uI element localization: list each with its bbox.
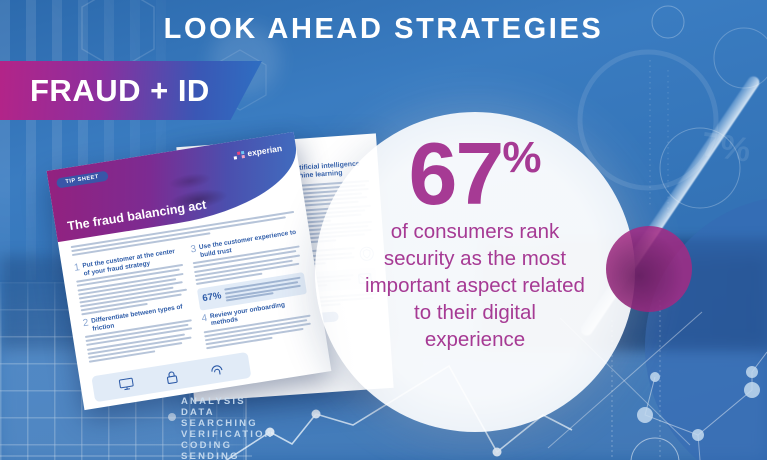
- section-number: 3: [189, 243, 198, 256]
- magenta-accent-circle: [606, 226, 692, 312]
- stat-description-line: of consumers rank: [390, 219, 560, 243]
- experian-wordmark: experian: [246, 143, 283, 159]
- ring-outline: [659, 127, 741, 209]
- keyword-item: ANALYSIS: [181, 396, 246, 407]
- keyword-item: SEARCHING: [181, 418, 258, 429]
- tip-sheet-tag: TIP SHEET: [55, 170, 109, 189]
- chart-point: [265, 427, 275, 437]
- page-title: LOOK AHEAD STRATEGIES: [163, 13, 604, 45]
- keyword-item: CODING: [181, 440, 233, 451]
- ghost-percent-text: 7%: [699, 125, 753, 169]
- chart-point: [492, 447, 502, 457]
- stat-description-line: security as the most: [383, 246, 567, 270]
- section-number: 1: [73, 262, 81, 275]
- stat-description-line: important aspect related: [365, 273, 585, 297]
- stat-value-row: 67 %: [408, 124, 542, 223]
- fraud-id-label: FRAUD + ID: [30, 73, 210, 108]
- ring-outline: [713, 27, 767, 89]
- whitepaper-icon-strip: [91, 351, 252, 403]
- monitor-icon: [119, 377, 134, 391]
- stat-description-line: experience: [424, 327, 526, 351]
- stat-description-line: to their digital: [414, 300, 536, 324]
- ring-outline: [651, 5, 685, 39]
- network-line: [547, 311, 703, 449]
- network-node: [692, 429, 704, 441]
- whitepaper-page-front: TIP SHEET experian The fraud balancing a…: [46, 131, 332, 411]
- stat-value: 67: [408, 124, 504, 223]
- fraud-id-tag: FRAUD + ID: [0, 61, 262, 120]
- node-dot: [168, 413, 176, 421]
- section-number: 2: [82, 317, 90, 330]
- network-node: [650, 372, 660, 382]
- chart-point: [311, 409, 321, 419]
- keyword-item: SENDING: [181, 451, 240, 460]
- stat-percent-sign: %: [502, 133, 542, 182]
- network-node: [746, 366, 758, 378]
- keyword-item: VERIFICATION: [181, 429, 274, 440]
- keyword-item: DATA: [181, 407, 215, 418]
- network-ring: [630, 437, 680, 460]
- network-node: [637, 407, 653, 423]
- lock-icon: [166, 371, 178, 384]
- keywords-list: ANALYSIS DATA SEARCHING VERIFICATION COD…: [181, 396, 274, 460]
- whitepaper-body: 1 Put the customer at the center of your…: [70, 209, 318, 403]
- stat-callout-value: 67%: [201, 290, 223, 305]
- line-chart: [225, 364, 573, 460]
- experian-logo: experian: [233, 143, 283, 161]
- section-number: 4: [200, 312, 209, 325]
- biometric-signal-icon: [211, 365, 223, 375]
- network-node: [744, 382, 760, 398]
- stat-description: of consumers rank security as the most i…: [365, 218, 585, 353]
- experian-pixel-icon: [233, 150, 245, 160]
- stat-circle: 67 % of consumers rank security as the m…: [315, 112, 635, 432]
- ring-outline: [577, 49, 719, 191]
